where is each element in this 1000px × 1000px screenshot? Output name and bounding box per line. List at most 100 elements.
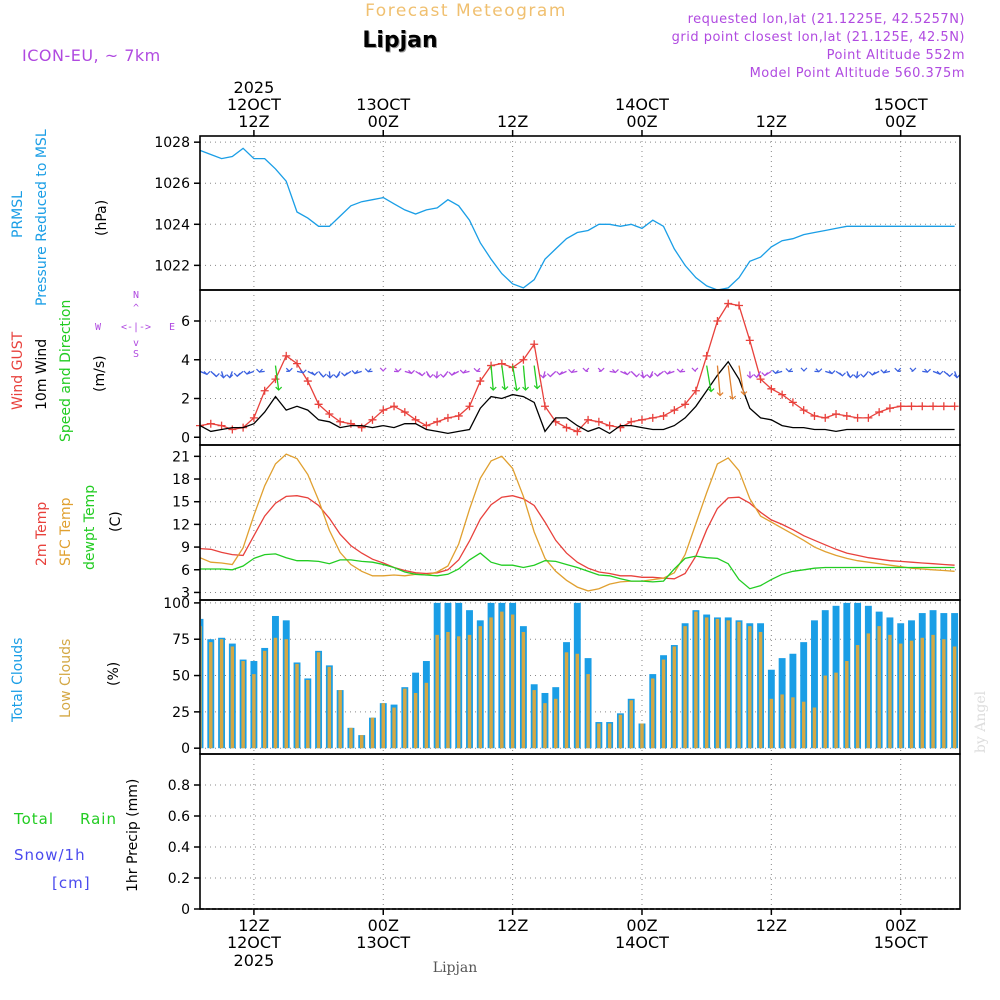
low-cloud-bar	[931, 634, 935, 749]
wind-arrowhead	[815, 368, 823, 373]
y-tick-label: 6	[181, 314, 190, 330]
low-cloud-bar	[381, 703, 385, 749]
wind-arrowhead	[853, 374, 861, 379]
wind-arrow	[274, 365, 280, 391]
gust-marker	[390, 402, 399, 411]
cloud-units: (%)	[106, 662, 122, 686]
gust-marker	[788, 398, 797, 407]
top-date-label: 14OCT	[615, 95, 669, 114]
gust-marker	[885, 404, 894, 413]
gust-marker	[228, 425, 237, 434]
low-cloud-bar	[791, 697, 795, 749]
gust-marker	[853, 413, 862, 422]
gust-marker	[346, 419, 355, 428]
gust-marker	[271, 375, 280, 384]
wind-arrowhead	[597, 367, 605, 372]
low-cloud-bar	[349, 727, 353, 749]
low-cloud-bar	[370, 717, 375, 749]
y-tick-label: 25	[172, 705, 190, 721]
wind-arrowhead	[433, 374, 441, 379]
top-hour-label: 12Z	[497, 112, 528, 131]
wind-arrowhead	[707, 388, 715, 393]
low-cloud-bar	[456, 636, 461, 749]
low-cloud-bar	[661, 659, 666, 749]
point-altitude: Point Altitude 552m	[827, 48, 965, 63]
low-cloud-bar	[543, 703, 547, 749]
wind-arrowhead	[546, 373, 554, 378]
low-cloud-bar	[241, 661, 245, 749]
bottom-hour-label: 00Z	[368, 916, 399, 935]
low-cloud-bar	[489, 617, 493, 749]
low-cloud-bar	[748, 626, 752, 749]
low-cloud-bar	[758, 631, 763, 749]
low-cloud-bar	[209, 642, 213, 749]
top-date-label: 12OCT	[227, 95, 281, 114]
wind-arrowhead	[473, 367, 481, 373]
wind-arrowhead	[800, 367, 808, 372]
wind-arrowhead	[612, 368, 619, 374]
low-cloud-bar	[392, 707, 396, 749]
low-cloud-bar	[338, 690, 342, 749]
wind-arrow	[490, 365, 494, 391]
gust-marker	[875, 408, 884, 417]
wind-arrowhead	[646, 374, 654, 379]
gust-marker	[864, 413, 873, 422]
wind-arrowhead	[860, 373, 867, 378]
compass-s: S	[133, 349, 139, 360]
temp-units: (C)	[108, 511, 124, 532]
y-tick-label: 1022	[154, 258, 190, 274]
panel-frame	[199, 753, 961, 910]
low-cloud-bar	[737, 621, 741, 749]
wind-arrowhead	[275, 386, 283, 391]
gust-marker	[594, 417, 603, 426]
cloud-labels: Total Clouds Low Clouds (%)	[10, 638, 122, 723]
wind-arrowhead	[256, 368, 263, 373]
gust-marker	[907, 402, 916, 411]
low-cloud-bar	[801, 701, 806, 749]
credit-watermark: by Angel	[973, 690, 989, 753]
gust-marker	[637, 415, 646, 424]
wind-arrowhead	[729, 395, 737, 400]
gust-marker	[454, 411, 463, 420]
bottom-date-label: 13OCT	[356, 933, 410, 952]
wind-arrowhead	[894, 367, 902, 373]
y-tick-label: 0.6	[168, 809, 190, 825]
wind-arrowhead	[364, 368, 372, 373]
gust-marker	[325, 410, 334, 418]
wind-arrowhead	[691, 367, 699, 372]
low-cloud-bar	[952, 646, 957, 749]
low-cloud-bar	[672, 646, 677, 749]
low-cloud-bar	[769, 698, 774, 749]
panel-frame	[199, 135, 961, 291]
wind-arrow	[856, 371, 859, 378]
gust-marker	[422, 421, 431, 430]
total-cloud-bar	[201, 618, 204, 749]
panel-pressure: 1022 1024 1026 1028	[154, 135, 961, 291]
wind-arrowhead	[663, 370, 671, 375]
temp-labels: 2m Temp SFC Temp dewpt Temp (C)	[34, 485, 124, 570]
low-cloud-bar	[230, 646, 235, 749]
wind-arrowhead	[333, 373, 340, 379]
wind-arrowhead	[582, 367, 590, 372]
low-cloud-bar	[467, 634, 472, 749]
gust-marker	[357, 423, 366, 432]
top-hour-label: 12Z	[238, 112, 269, 131]
gust-marker	[724, 299, 733, 308]
wind-arrowhead	[299, 369, 307, 374]
gust-marker	[217, 421, 226, 430]
low-cloud-bar	[834, 672, 838, 749]
top-date-label: 15OCT	[874, 95, 928, 114]
wind-arrowhead	[319, 373, 327, 378]
low-cloud-bar	[435, 634, 439, 749]
wind-arrowhead	[746, 374, 754, 379]
t2m-label: 2m Temp	[34, 502, 50, 566]
low-cloud-bar	[607, 723, 612, 749]
low-cloud-bar	[575, 653, 580, 749]
wind-arrowhead	[868, 371, 876, 376]
bottom-hour-label: 00Z	[626, 916, 657, 935]
low-cloud-bar	[413, 692, 418, 749]
low-cloud-bar	[780, 694, 784, 749]
y-tick-label: 0.8	[168, 778, 190, 794]
low-cloud-bar	[359, 735, 364, 749]
